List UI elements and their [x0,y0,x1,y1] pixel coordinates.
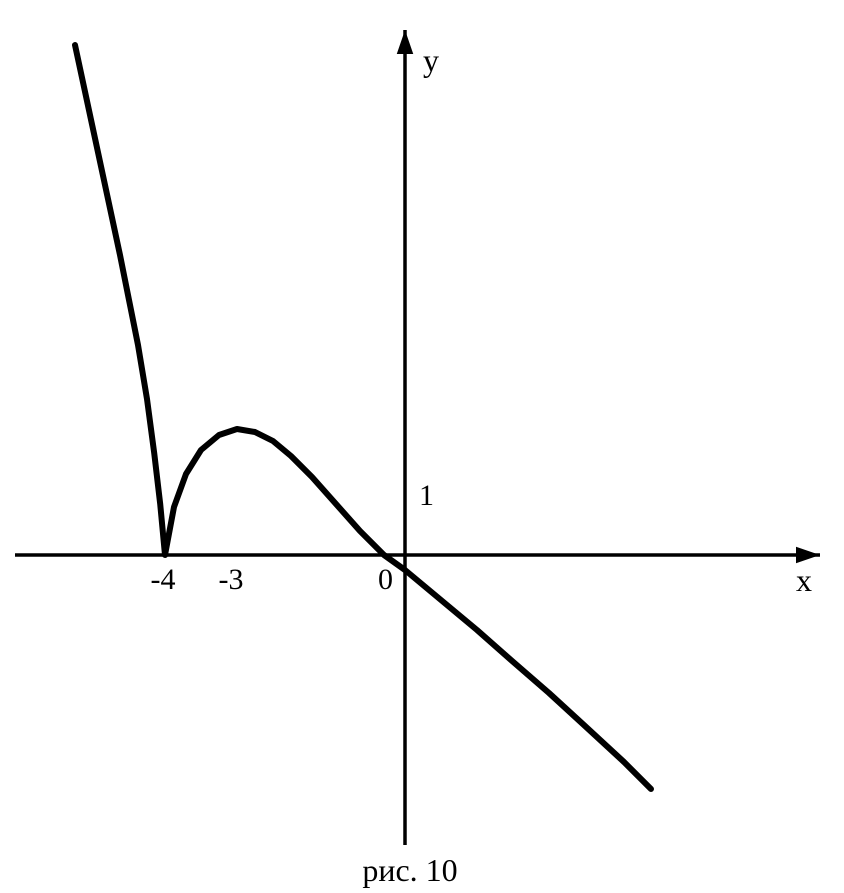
function-graph: y x -4 -3 0 1 рис. 10 [0,0,844,893]
tick-one: 1 [419,479,434,512]
tick-minus-3: -3 [219,563,244,596]
figure-caption: рис. 10 [362,852,457,888]
axes [15,30,820,845]
curve [75,45,651,789]
tick-origin: 0 [378,563,393,596]
tick-minus-4: -4 [151,563,176,596]
axis-label-x: x [796,562,812,598]
axis-label-y: y [423,42,439,78]
